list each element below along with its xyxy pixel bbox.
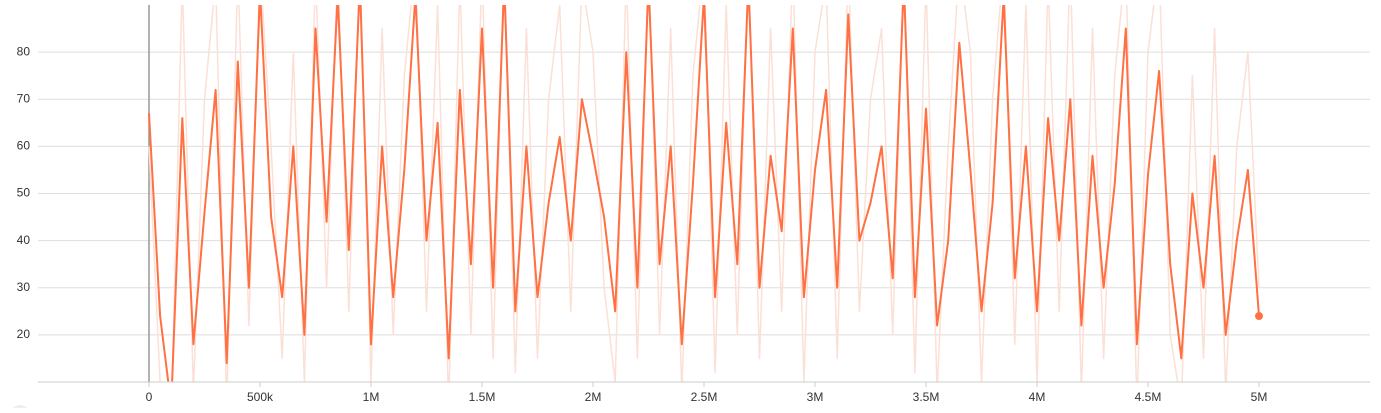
x-tick-label: 3.5M [913,390,940,404]
x-tick-label: 0 [146,390,153,404]
x-tick-label: 1.5M [469,390,496,404]
y-tick-label: 40 [17,233,31,247]
x-tick-label: 500k [247,390,274,404]
grid [38,5,1370,382]
x-tick-label: 3M [807,390,824,404]
x-tick-label: 2.5M [691,390,718,404]
y-tick-label: 80 [17,44,31,58]
series-line [148,5,1260,382]
x-tick-label: 5M [1251,390,1268,404]
x-tick-label: 1M [363,390,380,404]
x-tick-label: 2M [585,390,602,404]
y-tick-label: 20 [17,327,31,341]
x-tick-label: 4M [1029,390,1046,404]
plot-area [148,5,1263,382]
x-tick-label: 4.5M [1135,390,1162,404]
y-tick-label: 30 [17,280,31,294]
series-line [148,5,1260,382]
y-tick-label: 50 [17,186,31,200]
axes: 20 30 40 50 60 70 80 0 500k 1M 1.5M 2M 2.5M 3M 3.5M 4M 4… [17,44,1370,404]
end-point [1255,312,1263,321]
y-tick-label: 70 [17,91,31,105]
y-tick-label: 60 [17,139,31,153]
